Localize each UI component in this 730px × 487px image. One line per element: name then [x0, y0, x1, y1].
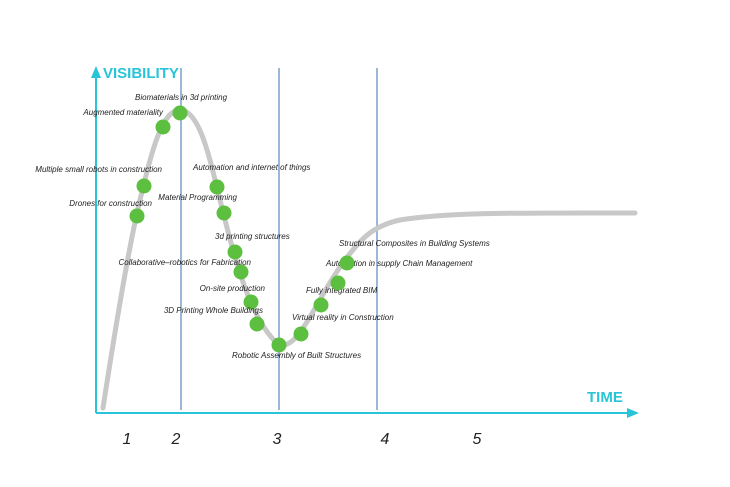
node-label: Collaborative–robotics for Fabrication — [118, 258, 251, 267]
phase-number: 5 — [473, 431, 482, 448]
node-label: Structural Composites in Building System… — [339, 239, 490, 248]
node-dot — [313, 297, 329, 313]
phase-number: 1 — [123, 431, 132, 448]
axes — [91, 66, 639, 418]
phase-number: 3 — [273, 431, 282, 448]
node-dot — [172, 105, 188, 121]
phase-number: 4 — [381, 431, 390, 448]
node-label: Virtual reality in Construction — [292, 313, 394, 322]
node-label: Fully integrated BIM — [306, 286, 377, 295]
node-label: 3d printing structures — [215, 232, 290, 241]
node-label: Drones for construction — [69, 199, 152, 208]
y-axis-title: VISIBILITY — [103, 65, 179, 82]
node-dot — [271, 337, 287, 353]
node-dot — [227, 244, 243, 260]
node-label: Multiple small robots in construction — [35, 165, 162, 174]
node-label: Augmented materiality — [82, 108, 164, 117]
node-dot — [293, 326, 309, 342]
node-dot — [243, 294, 259, 310]
x-arrow — [627, 408, 639, 418]
node-label: Robotic Assembly of Built Structures — [232, 351, 361, 360]
x-axis-title: TIME — [587, 389, 623, 406]
node-dot — [136, 178, 152, 194]
node-dot — [339, 255, 355, 271]
nodes: Drones for construction Multiple small ro… — [35, 93, 489, 360]
node-dot — [330, 275, 346, 291]
node-label: On-site production — [200, 284, 266, 293]
phase-numbers: 1 2 3 4 5 — [123, 431, 482, 448]
node-label: Biomaterials in 3d printing — [135, 93, 228, 102]
y-arrow — [91, 66, 101, 78]
node-label: 3D Printing Whole Buildings — [164, 306, 263, 315]
node-label: Automation in supply Chain Management — [325, 259, 473, 268]
node-dot — [155, 119, 171, 135]
hype-curve — [100, 107, 638, 411]
node-dot — [249, 316, 265, 332]
node-dot — [216, 205, 232, 221]
phase-dividers — [180, 68, 378, 410]
node-label: Material Programming — [158, 193, 237, 202]
node-dot — [233, 264, 249, 280]
node-dot — [209, 179, 225, 195]
node-label: Automation and internet of things — [192, 163, 310, 172]
node-dot — [129, 208, 145, 224]
phase-number: 2 — [171, 431, 181, 448]
